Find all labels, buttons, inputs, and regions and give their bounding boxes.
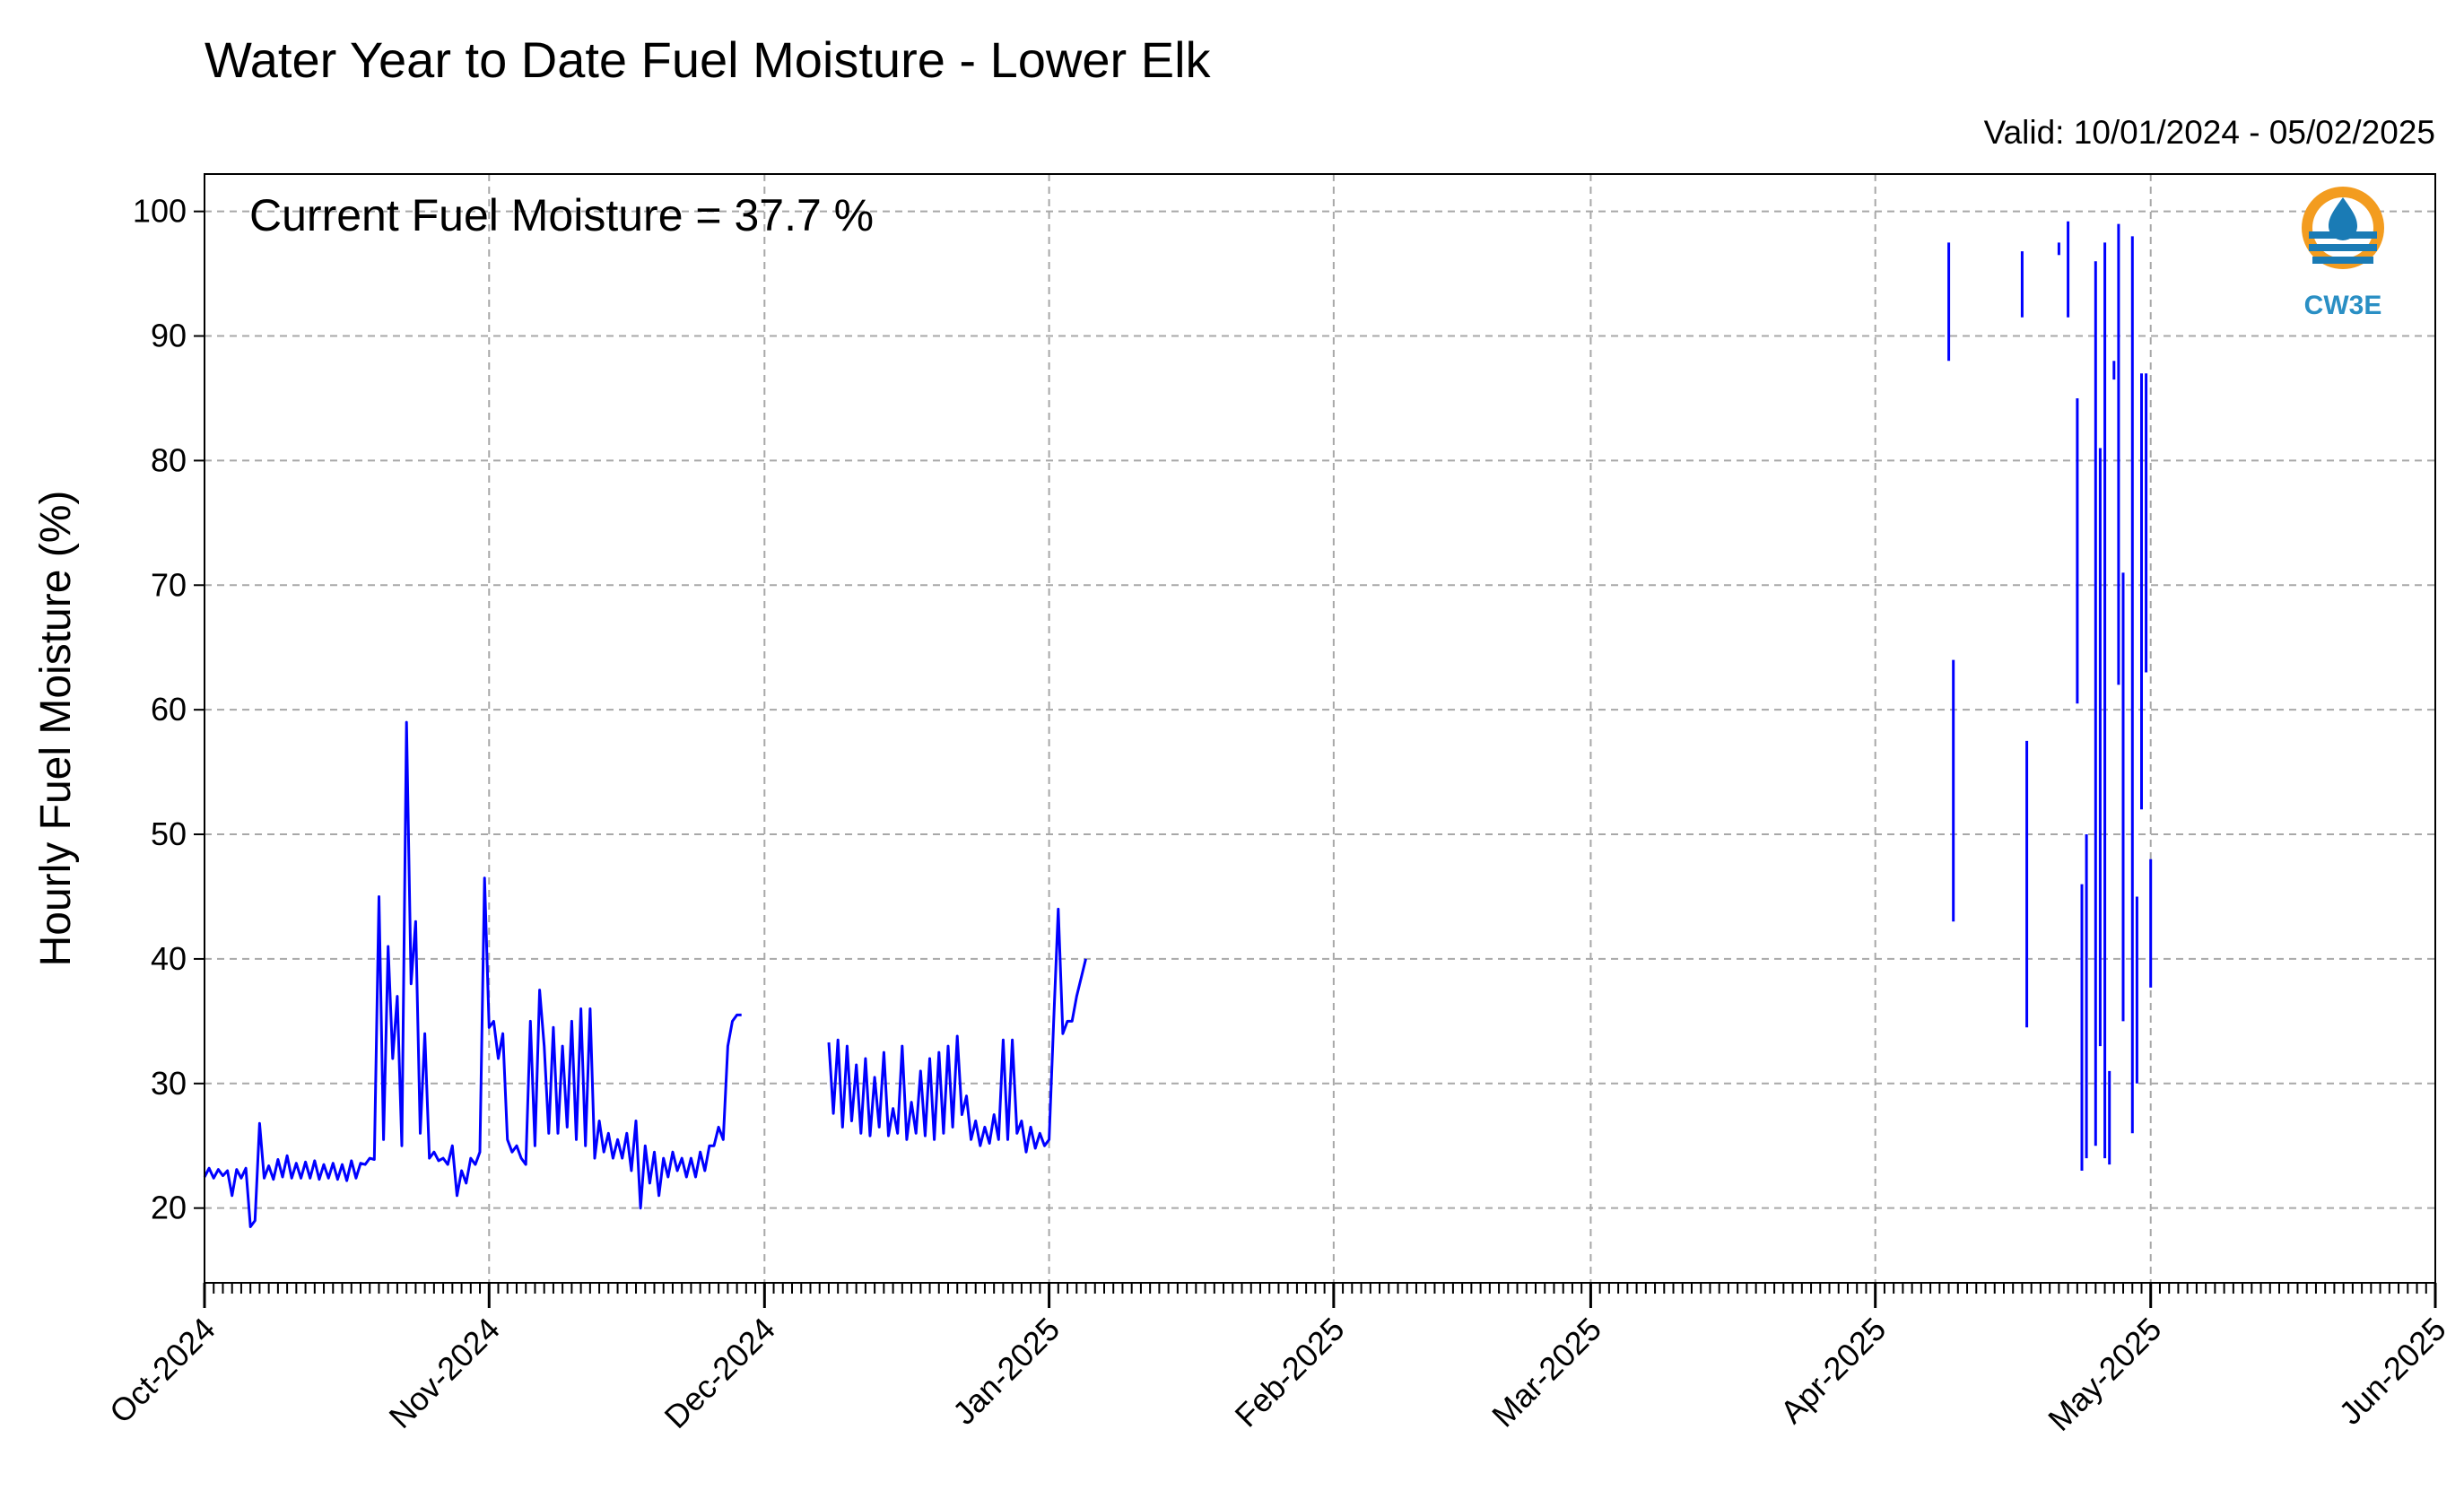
y-tick-label: 20 bbox=[151, 1190, 187, 1226]
grid-lines bbox=[205, 174, 2435, 1283]
cw3e-logo: CW3E bbox=[2302, 187, 2384, 320]
current-fuel-moisture-annotation: Current Fuel Moisture = 37.7 % bbox=[249, 190, 874, 240]
y-tick-label: 30 bbox=[151, 1065, 187, 1102]
valid-date-range: Valid: 10/01/2024 - 05/02/2025 bbox=[1984, 114, 2435, 151]
y-axis: 20 30 40 50 60 70 80 90 100 bbox=[133, 193, 205, 1226]
logo-wordmark: CW3E bbox=[2304, 291, 2382, 320]
y-axis-label: Hourly Fuel Moisture (%) bbox=[32, 491, 80, 967]
y-tick-label: 100 bbox=[133, 193, 187, 230]
series-segment-oct-nov bbox=[203, 720, 742, 1228]
series-segment-dec-jan bbox=[827, 907, 1087, 1154]
y-tick-label: 40 bbox=[151, 940, 187, 977]
y-tick-label: 60 bbox=[151, 691, 187, 728]
y-tick-label: 80 bbox=[151, 441, 187, 478]
plot-frame bbox=[204, 173, 2436, 1284]
y-tick-label: 50 bbox=[151, 815, 187, 852]
fuel-moisture-series bbox=[203, 221, 2153, 1228]
logo-droplet-icon bbox=[2329, 197, 2357, 240]
y-tick-label: 70 bbox=[151, 566, 187, 603]
y-tick-label: 90 bbox=[151, 318, 187, 354]
chart-title: Water Year to Date Fuel Moisture - Lower… bbox=[205, 31, 1212, 88]
